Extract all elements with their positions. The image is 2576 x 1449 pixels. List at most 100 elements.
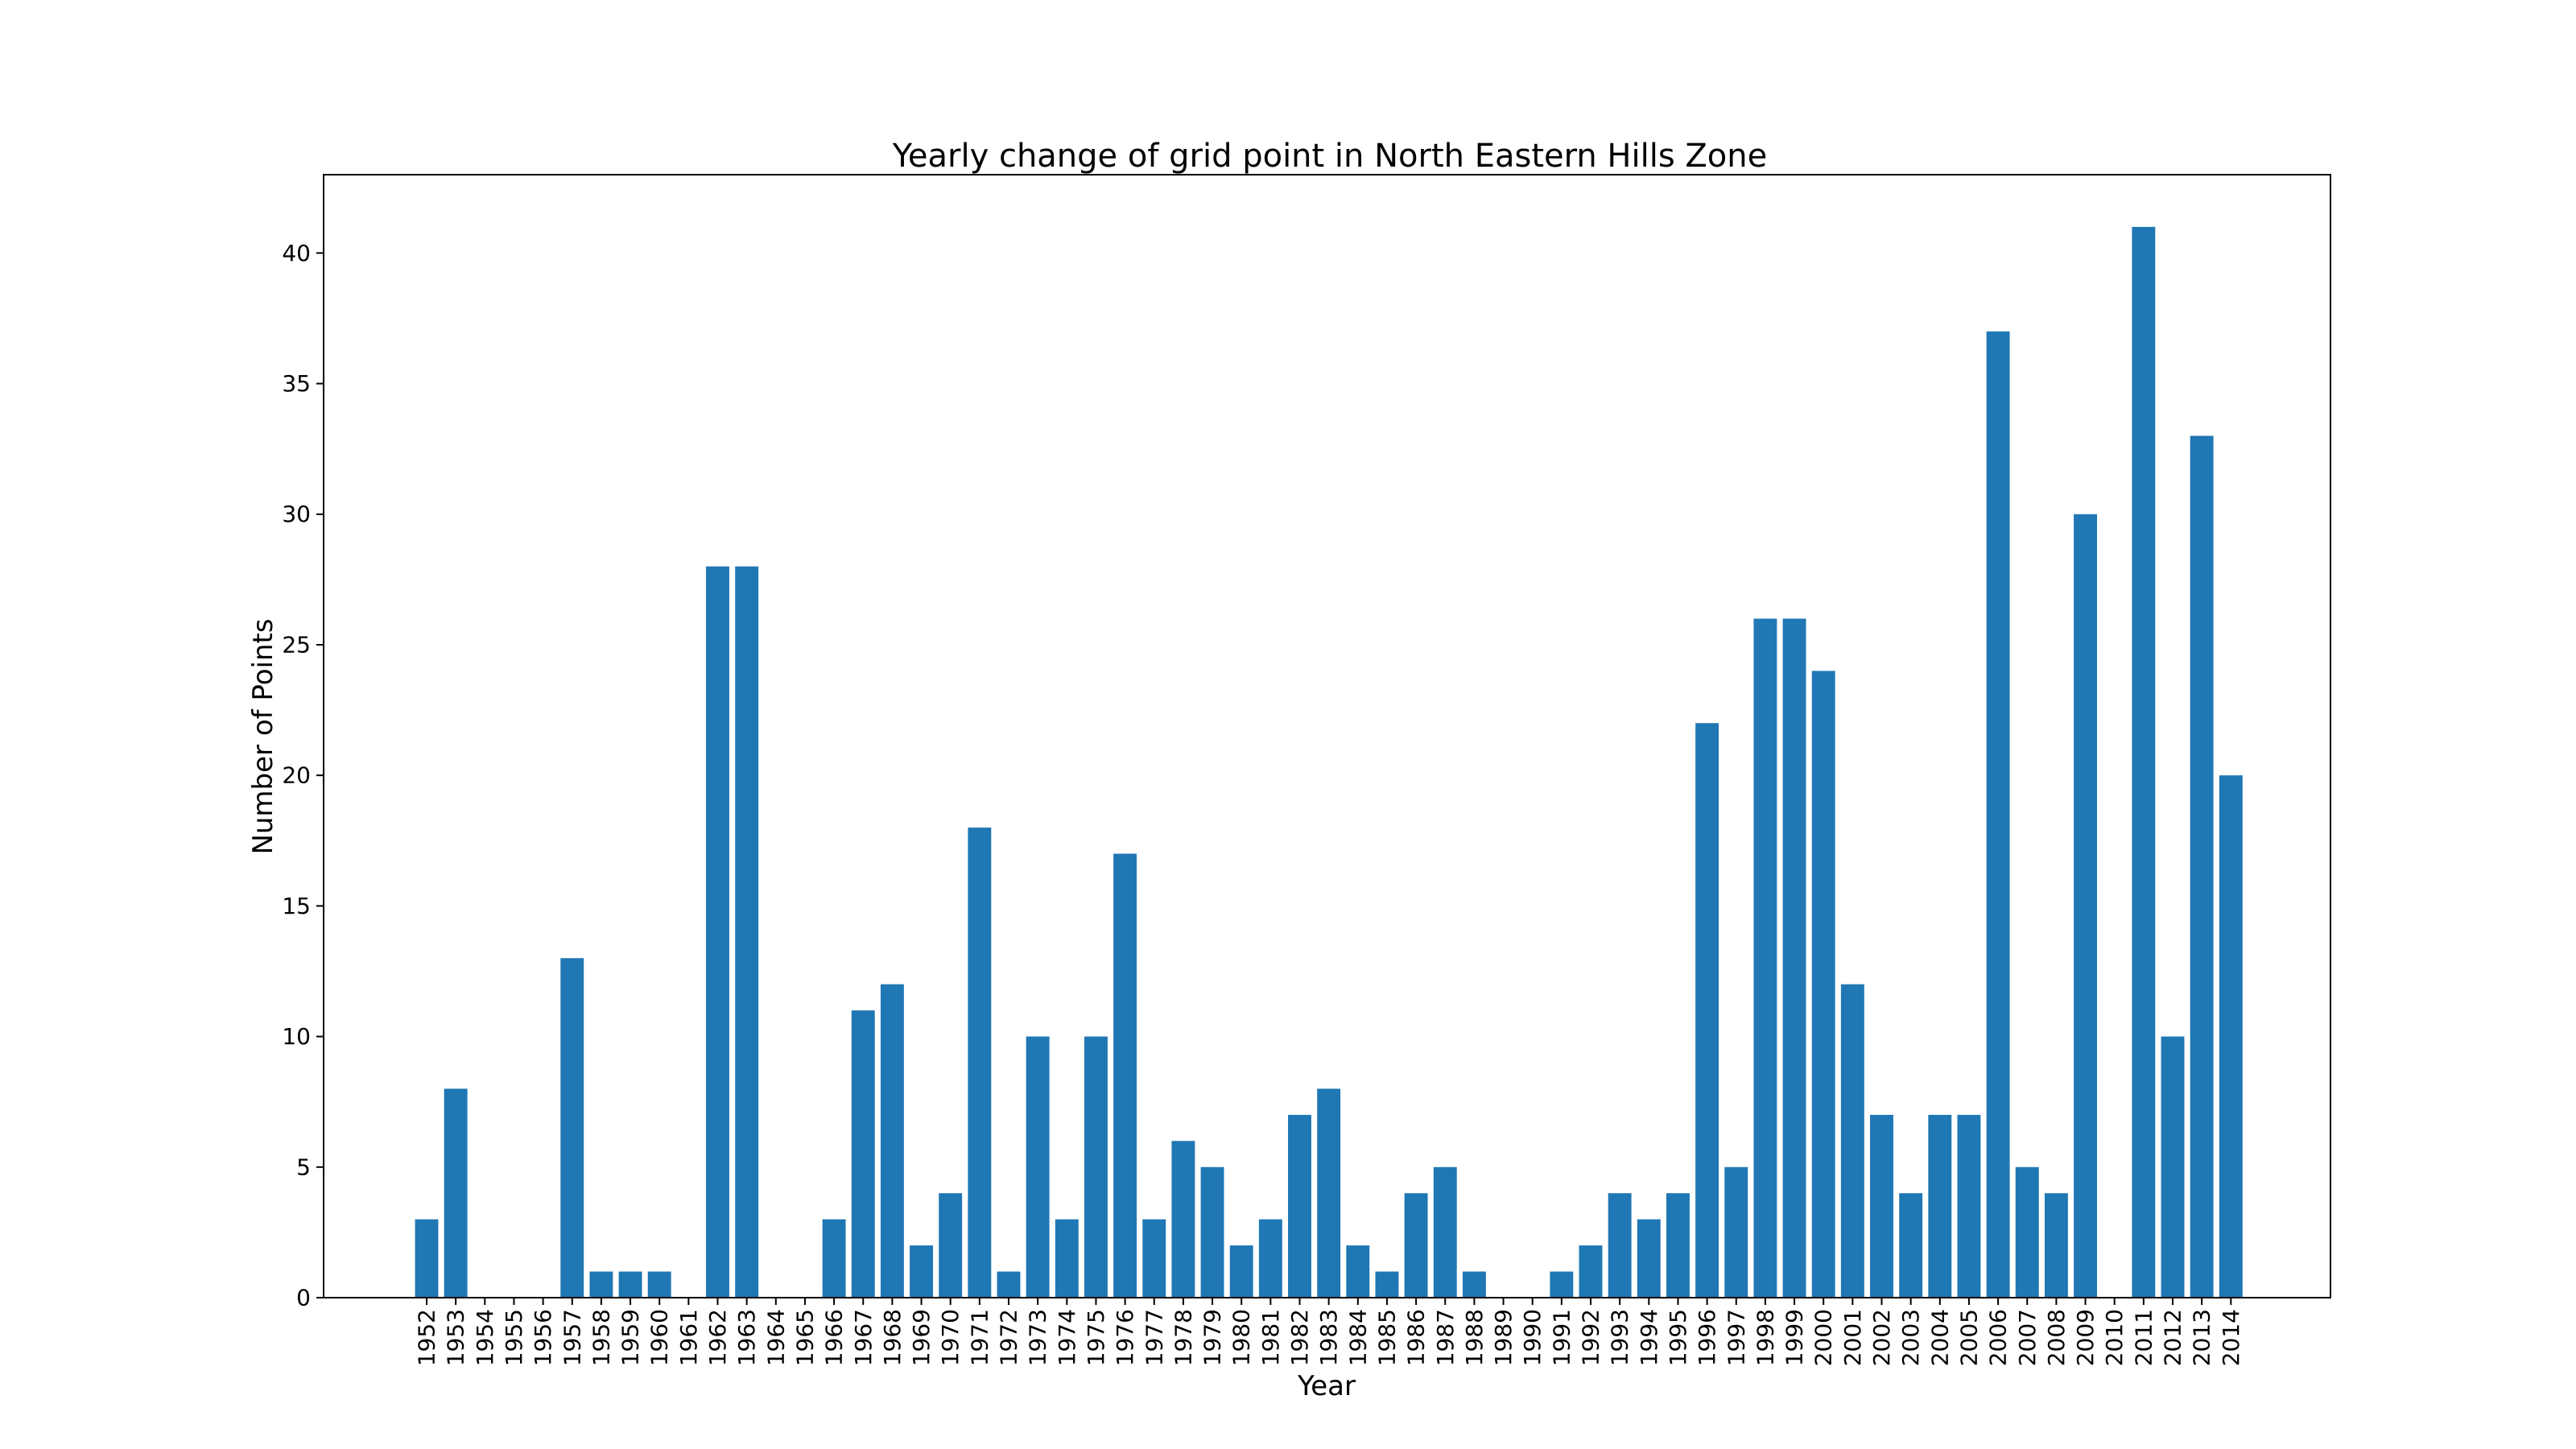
x-tick-label-1978: 1978: [1170, 1309, 1196, 1366]
y-tick-label-30: 30: [282, 501, 311, 527]
y-tick-label-0: 0: [296, 1285, 311, 1311]
bar-1998: [1753, 618, 1777, 1298]
x-tick-label-1960: 1960: [646, 1309, 673, 1366]
bar-1973: [1026, 1036, 1050, 1298]
bar-2011: [2132, 226, 2156, 1298]
x-tick-label-2000: 2000: [1810, 1309, 1837, 1366]
bar-1991: [1550, 1271, 1574, 1298]
x-tick-label-1965: 1965: [791, 1309, 818, 1366]
x-tick-label-1959: 1959: [617, 1309, 644, 1366]
x-tick-label-1964: 1964: [762, 1309, 789, 1366]
y-tick-label-35: 35: [282, 370, 311, 397]
x-tick-label-1958: 1958: [588, 1309, 614, 1366]
x-tick-label-2006: 2006: [1985, 1309, 2012, 1366]
bar-1977: [1142, 1219, 1166, 1298]
y-tick-label-5: 5: [296, 1154, 311, 1180]
bar-2013: [2190, 436, 2214, 1298]
chart-title: Yearly change of grid point in North Eas…: [892, 138, 1767, 175]
bar-1982: [1288, 1114, 1311, 1298]
bar-1970: [939, 1193, 963, 1298]
x-tick-label-1961: 1961: [675, 1309, 702, 1366]
x-tick-label-2008: 2008: [2043, 1309, 2070, 1366]
bar-1958: [589, 1271, 613, 1298]
x-tick-label-1993: 1993: [1607, 1309, 1633, 1366]
x-tick-label-1995: 1995: [1665, 1309, 1691, 1366]
bar-2000: [1811, 671, 1835, 1298]
x-tick-label-1987: 1987: [1432, 1309, 1459, 1366]
bar-1960: [647, 1271, 671, 1298]
bar-1995: [1666, 1193, 1690, 1298]
x-tick-label-1957: 1957: [559, 1309, 585, 1366]
x-tick-label-1962: 1962: [704, 1309, 731, 1366]
x-tick-label-1971: 1971: [966, 1309, 993, 1366]
bar-1962: [706, 566, 729, 1298]
x-tick-label-2011: 2011: [2130, 1309, 2157, 1366]
x-tick-label-1969: 1969: [908, 1309, 935, 1366]
bar-2006: [1986, 331, 2010, 1298]
y-tick-label-15: 15: [282, 893, 311, 919]
bar-1978: [1171, 1141, 1195, 1298]
x-tick-label-1979: 1979: [1199, 1309, 1226, 1366]
x-tick-label-2012: 2012: [2160, 1309, 2186, 1366]
bar-1996: [1695, 723, 1719, 1298]
x-tick-label-1990: 1990: [1519, 1309, 1546, 1366]
bar-1985: [1375, 1271, 1399, 1298]
x-tick-label-2013: 2013: [2189, 1309, 2215, 1366]
x-tick-label-1966: 1966: [821, 1309, 848, 1366]
y-tick-label-25: 25: [282, 631, 311, 658]
y-tick-label-40: 40: [282, 240, 311, 266]
bar-2001: [1840, 984, 1864, 1298]
x-tick-label-1975: 1975: [1083, 1309, 1109, 1366]
bar-1986: [1404, 1193, 1428, 1298]
bar-1974: [1055, 1219, 1079, 1298]
x-tick-label-2014: 2014: [2218, 1309, 2244, 1366]
bar-1981: [1258, 1219, 1282, 1298]
x-tick-label-1985: 1985: [1373, 1309, 1400, 1366]
x-tick-label-1981: 1981: [1257, 1309, 1284, 1366]
bar-1975: [1084, 1036, 1108, 1298]
x-tick-label-2003: 2003: [1897, 1309, 1924, 1366]
bar-1983: [1317, 1088, 1341, 1298]
bar-1952: [415, 1219, 439, 1298]
x-tick-label-1977: 1977: [1141, 1309, 1167, 1366]
x-tick-label-1984: 1984: [1344, 1309, 1371, 1366]
bar-1963: [735, 566, 759, 1298]
bar-2009: [2074, 514, 2097, 1298]
x-tick-label-1996: 1996: [1694, 1309, 1720, 1366]
bar-2002: [1870, 1114, 1893, 1298]
x-tick-label-1998: 1998: [1752, 1309, 1778, 1366]
x-tick-label-1967: 1967: [850, 1309, 877, 1366]
bar-1980: [1229, 1245, 1253, 1298]
bar-2004: [1928, 1114, 1952, 1298]
bar-1993: [1608, 1193, 1632, 1298]
bar-1959: [618, 1271, 642, 1298]
bar-2014: [2219, 775, 2243, 1298]
x-tick-label-1976: 1976: [1112, 1309, 1138, 1366]
x-tick-label-1968: 1968: [879, 1309, 906, 1366]
x-tick-label-1988: 1988: [1461, 1309, 1488, 1366]
x-tick-label-1983: 1983: [1315, 1309, 1342, 1366]
x-tick-label-1992: 1992: [1578, 1309, 1604, 1366]
bar-1971: [968, 828, 992, 1298]
bar-1984: [1346, 1245, 1370, 1298]
bars-group: [415, 226, 2243, 1298]
bar-1972: [997, 1271, 1021, 1298]
x-tick-label-1955: 1955: [501, 1309, 527, 1366]
x-tick-label-1989: 1989: [1490, 1309, 1517, 1366]
y-axis: 0 5 10 15 20 25 30 35 40: [282, 240, 324, 1311]
x-tick-label-1952: 1952: [414, 1309, 440, 1366]
x-tick-label-2009: 2009: [2072, 1309, 2099, 1366]
x-tick-label-1982: 1982: [1286, 1309, 1313, 1366]
x-tick-label-2001: 2001: [1839, 1309, 1866, 1366]
x-tick-label-1994: 1994: [1636, 1309, 1662, 1366]
bar-2007: [2015, 1166, 2039, 1298]
x-tick-label-1970: 1970: [937, 1309, 964, 1366]
x-tick-label-1991: 1991: [1548, 1309, 1575, 1366]
bar-2008: [2044, 1193, 2068, 1298]
bar-1988: [1462, 1271, 1486, 1298]
y-tick-label-20: 20: [282, 762, 311, 789]
x-tick-label-2005: 2005: [1955, 1309, 1982, 1366]
x-tick-label-1999: 1999: [1781, 1309, 1808, 1366]
plot-frame: [323, 174, 2331, 1298]
